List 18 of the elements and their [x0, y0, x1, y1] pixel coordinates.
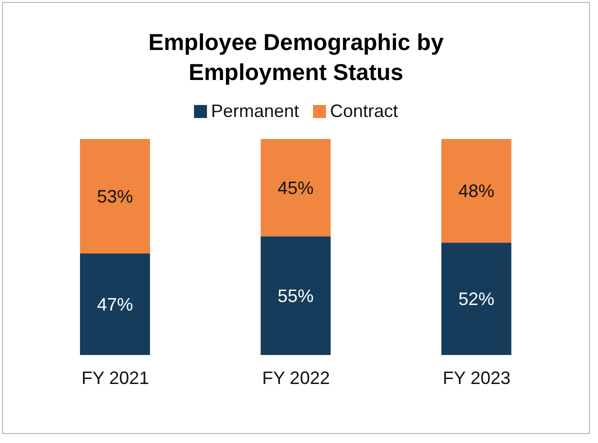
x-tick-label: FY 2021	[81, 368, 150, 388]
data-label: 48%	[458, 181, 494, 202]
bar	[80, 253, 150, 355]
bar	[441, 242, 512, 355]
legend-label: Contract	[330, 100, 398, 122]
data-label: 55%	[278, 286, 314, 306]
data-label: 53%	[96, 186, 134, 207]
data-label: 47%	[96, 294, 134, 315]
data-label: 52%	[458, 289, 494, 310]
legend-label: Permanent	[210, 100, 300, 122]
bar	[441, 139, 512, 243]
bar	[260, 139, 331, 236]
bar	[80, 139, 150, 254]
x-tick-label: FY 2023	[442, 368, 511, 388]
bar	[260, 236, 331, 355]
chart-title: Employee Demographic by Employment Status	[147, 28, 445, 87]
data-label: 45%	[278, 178, 314, 198]
x-tick-label: FY 2022	[262, 368, 330, 388]
